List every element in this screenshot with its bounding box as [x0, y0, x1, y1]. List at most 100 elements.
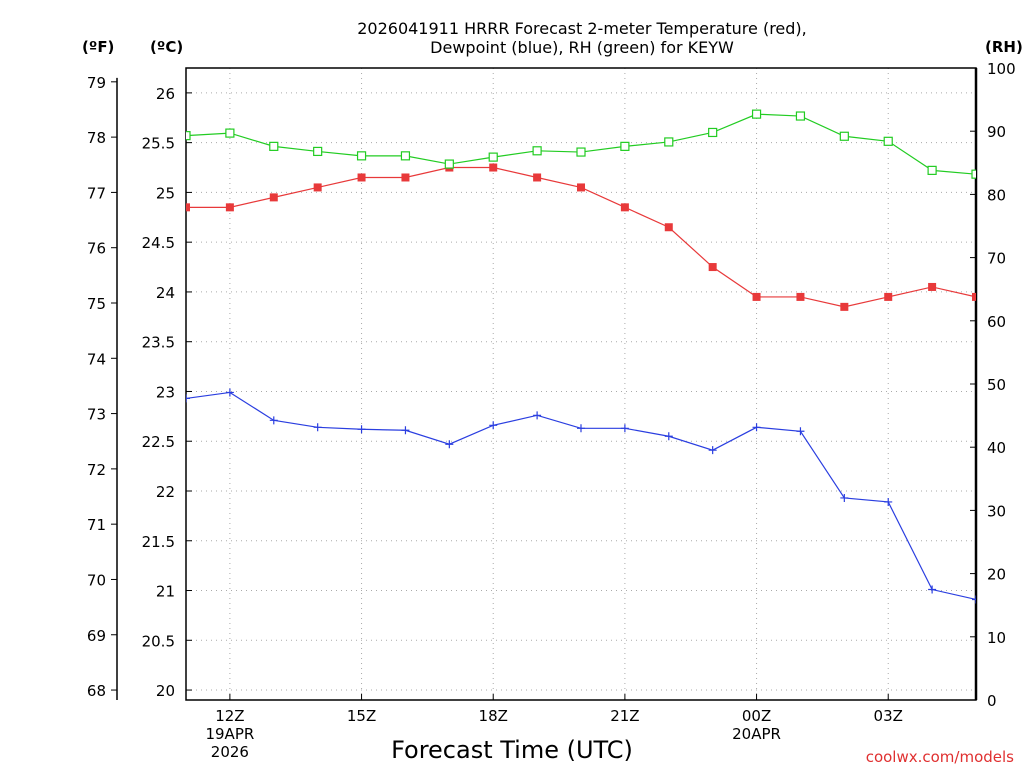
- 2-meter-temperature-point: [357, 173, 366, 182]
- 2-meter-temperature-point: [401, 173, 410, 182]
- dewpoint-point: [620, 424, 629, 433]
- rh-point: [225, 128, 235, 138]
- rh-point: [400, 151, 411, 161]
- fahrenheit-tick-label: 74: [87, 350, 106, 368]
- rh-tick-label: 10: [987, 629, 1006, 647]
- 2-meter-temperature-point: [620, 203, 629, 212]
- celsius-tick-label: 22.5: [142, 433, 175, 451]
- x-tick-label: 00Z: [742, 707, 771, 725]
- 2-meter-temperature-point: [840, 302, 849, 311]
- 2-meter-temperature-point: [533, 173, 542, 182]
- rh-unit-label: (RH): [985, 38, 1023, 56]
- fahrenheit-tick-label: 79: [87, 74, 106, 92]
- dewpoint-point: [840, 493, 849, 502]
- celsius-tick-label: 25: [156, 184, 175, 202]
- rh-point: [488, 152, 498, 162]
- dewpoint-point: [357, 425, 366, 434]
- rh-point: [883, 136, 893, 146]
- rh-line: [186, 113, 976, 175]
- rh-point: [576, 147, 586, 157]
- dewpoint-point: [269, 416, 278, 425]
- dewpoint-point: [313, 423, 322, 432]
- dewpoint-point: [533, 411, 542, 420]
- celsius-tick-label: 21: [156, 583, 175, 601]
- rh-point: [971, 169, 976, 179]
- dewpoint-point: [577, 424, 585, 433]
- chart-title-line-2: Dewpoint (blue), RH (green) for KEYW: [430, 38, 734, 57]
- rh-tick-label: 80: [987, 186, 1006, 204]
- celsius-tick-label: 20.5: [142, 632, 175, 650]
- celsius-unit-label: (ºC): [150, 38, 183, 56]
- fahrenheit-tick-label: 71: [87, 516, 106, 534]
- 2-meter-temperature-point: [928, 282, 937, 291]
- dewpoint-point: [186, 394, 190, 403]
- rh-tick-label: 20: [987, 566, 1006, 584]
- dewpoint-point: [752, 423, 761, 432]
- rh-point: [839, 131, 849, 141]
- rh-point: [532, 146, 542, 156]
- rh-point: [356, 151, 367, 161]
- rh-tick-label: 100: [987, 60, 1016, 78]
- rh-point: [269, 141, 279, 151]
- fahrenheit-tick-label: 78: [87, 129, 106, 147]
- axes-layer: 20 20.5 21 21.5 22 22.5 23 23.5 24 24.5 25 25.5 26 68…: [87, 60, 1016, 761]
- dewpoint-point: [401, 426, 410, 435]
- rh-point: [795, 111, 806, 121]
- 2-meter-temperature-point: [577, 183, 585, 192]
- celsius-tick-label: 24: [156, 284, 175, 302]
- plot-frame: [185, 67, 978, 701]
- celsius-tick-label: 24.5: [142, 234, 175, 252]
- 2-meter-temperature-point: [708, 263, 717, 272]
- rh-point: [444, 159, 454, 169]
- x-tick-label: 12Z: [215, 707, 244, 725]
- series-group: [186, 109, 976, 604]
- rh-point: [186, 131, 191, 141]
- dewpoint-point: [972, 595, 976, 604]
- x-tick-label: 19APR: [205, 725, 254, 743]
- rh-tick-label: 30: [987, 502, 1006, 520]
- rh-tick-label: 90: [987, 123, 1006, 141]
- celsius-tick-label: 22: [156, 483, 175, 501]
- 2-meter-temperature-point: [884, 292, 893, 301]
- rh-tick-label: 50: [987, 376, 1006, 394]
- fahrenheit-tick-label: 70: [87, 571, 106, 589]
- dewpoint-point: [445, 440, 454, 449]
- rh-point: [664, 137, 674, 147]
- fahrenheit-tick-label: 77: [87, 184, 106, 202]
- 2-meter-temperature-point: [269, 193, 278, 202]
- celsius-tick-label: 20: [156, 682, 175, 700]
- fahrenheit-tick-label: 69: [87, 627, 106, 645]
- rh-point: [927, 165, 937, 175]
- gridlines: [186, 68, 976, 700]
- dewpoint-point: [489, 421, 498, 430]
- 2-meter-temperature-point: [313, 183, 322, 192]
- celsius-tick-label: 23.5: [142, 334, 175, 352]
- 2-meter-temperature-point: [752, 292, 761, 301]
- dewpoint-point: [225, 388, 234, 397]
- x-axis-title: Forecast Time (UTC): [391, 736, 633, 764]
- rh-point: [620, 141, 630, 151]
- rh-point: [708, 127, 718, 138]
- fahrenheit-tick-label: 75: [87, 295, 106, 313]
- series-layer: [186, 109, 976, 604]
- rh-tick-label: 0: [987, 692, 997, 710]
- x-tick-label: 03Z: [874, 707, 903, 725]
- celsius-tick-label: 25.5: [142, 135, 175, 153]
- fahrenheit-unit-label: (ºF): [82, 38, 114, 56]
- fahrenheit-tick-label: 73: [87, 406, 106, 424]
- dewpoint-point: [884, 497, 893, 506]
- fahrenheit-tick-label: 72: [87, 461, 106, 479]
- 2-meter-temperature-point: [225, 203, 234, 212]
- x-tick-label: 2026: [211, 743, 249, 761]
- dewpoint-point: [664, 432, 673, 441]
- celsius-tick-label: 23: [156, 383, 175, 401]
- fahrenheit-tick-label: 76: [87, 240, 106, 258]
- x-tick-label: 18Z: [479, 707, 508, 725]
- watermark-text: coolwx.com/models: [866, 748, 1014, 766]
- fahrenheit-tick-label: 68: [87, 682, 106, 700]
- plot-border: [185, 67, 977, 701]
- 2-meter-temperature-point: [186, 203, 190, 212]
- celsius-tick-label: 26: [156, 85, 175, 103]
- rh-point: [751, 109, 762, 119]
